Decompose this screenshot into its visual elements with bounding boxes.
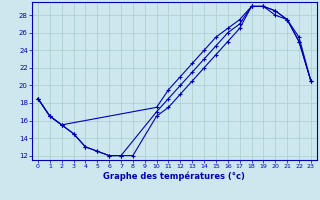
X-axis label: Graphe des températures (°c): Graphe des températures (°c) — [103, 172, 245, 181]
